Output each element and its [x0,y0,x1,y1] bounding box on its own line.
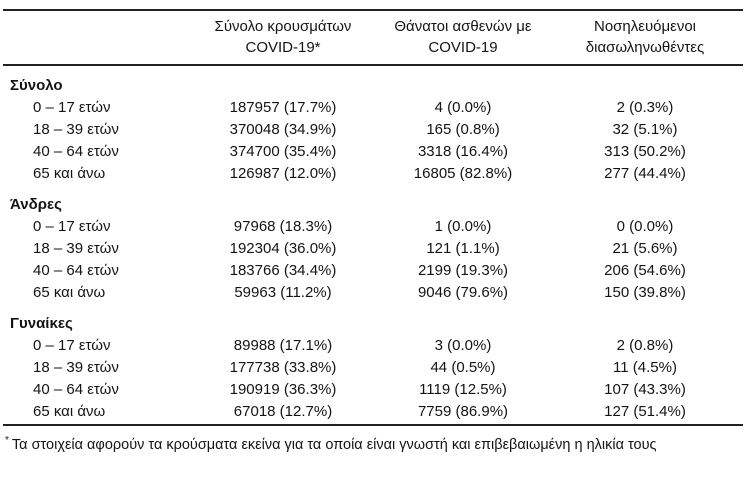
intubated-cell: 206 (54.6%) [604,262,686,279]
deaths-cell: 7759 (86.9%) [417,403,509,420]
age-label: 18 – 39 ετών [33,240,119,257]
table-row: 18 – 39 ετών 192304 (36.0%) 121 (1.1%) 2… [3,238,743,260]
col-header-cases: Σύνολο κρουσμάτων COVID-19* [187,10,379,66]
col-header-cases-line2: COVID-19* [245,39,321,56]
col-header-deaths: Θάνατοι ασθενών με COVID-19 [379,10,547,66]
cases-cell: 67018 (12.7%) [233,403,333,420]
group-label: Γυναίκες [10,315,73,332]
age-label: 0 – 17 ετών [33,218,111,235]
col-header-intubated-line2: διασωληνωθέντες [585,39,705,56]
table-row: 40 – 64 ετών 374700 (35.4%) 3318 (16.4%)… [3,141,743,163]
intubated-cell: 0 (0.0%) [616,218,674,235]
group-row-women: Γυναίκες [3,304,743,335]
table-row: 65 και άνω 67018 (12.7%) 7759 (86.9%) 12… [3,401,743,424]
cases-cell: 183766 (34.4%) [229,262,337,279]
age-label: 40 – 64 ετών [33,381,119,398]
intubated-cell: 313 (50.2%) [604,143,686,160]
deaths-cell: 165 (0.8%) [426,121,500,138]
cases-cell: 126987 (12.0%) [229,165,337,182]
col-header-intubated: Νοσηλευόμενοι διασωληνωθέντες [547,10,743,66]
deaths-cell: 44 (0.5%) [430,359,496,376]
group-row-men: Άνδρες [3,185,743,216]
deaths-cell: 4 (0.0%) [434,99,492,116]
age-label: 40 – 64 ετών [33,262,119,279]
empty-header-cell [3,10,187,66]
cases-cell: 192304 (36.0%) [229,240,337,257]
deaths-cell: 9046 (79.6%) [417,284,509,301]
group-label: Άνδρες [10,196,62,213]
deaths-cell: 3 (0.0%) [434,337,492,354]
age-label: 65 και άνω [33,403,106,420]
table-row: 65 και άνω 126987 (12.0%) 16805 (82.8%) … [3,163,743,185]
col-header-deaths-line1: Θάνατοι ασθενών με [394,18,532,35]
intubated-cell: 2 (0.8%) [616,337,674,354]
age-label: 18 – 39 ετών [33,121,119,138]
deaths-cell: 3318 (16.4%) [417,143,509,160]
table-header: Σύνολο κρουσμάτων COVID-19* Θάνατοι ασθε… [3,10,743,66]
table-row: 65 και άνω 59963 (11.2%) 9046 (79.6%) 15… [3,282,743,304]
table-bottom-rule [3,424,743,426]
intubated-cell: 2 (0.3%) [616,99,674,116]
deaths-cell: 1 (0.0%) [434,218,492,235]
table-row: 18 – 39 ετών 370048 (34.9%) 165 (0.8%) 3… [3,119,743,141]
footnote-asterisk: * [5,435,9,446]
intubated-cell: 127 (51.4%) [604,403,686,420]
table-footnote: * Τα στοιχεία αφορούν τα κρούσματα εκείνα… [5,431,743,455]
header-row: Σύνολο κρουσμάτων COVID-19* Θάνατοι ασθε… [3,10,743,66]
age-label: 65 και άνω [33,165,106,182]
cases-cell: 374700 (35.4%) [229,143,337,160]
deaths-cell: 1119 (12.5%) [419,381,507,398]
table-row: 0 – 17 ετών 97968 (18.3%) 1 (0.0%) 0 (0.… [3,216,743,238]
col-header-intubated-line1: Νοσηλευόμενοι [593,18,696,35]
table-row: 40 – 64 ετών 190919 (36.3%) 1119 (12.5%)… [3,379,743,401]
age-label: 18 – 39 ετών [33,359,119,376]
table-row: 18 – 39 ετών 177738 (33.8%) 44 (0.5%) 11… [3,357,743,379]
cases-cell: 370048 (34.9%) [229,121,337,138]
intubated-cell: 150 (39.8%) [604,284,686,301]
group-row-total: Σύνολο [3,65,743,97]
cases-cell: 97968 (18.3%) [233,218,333,235]
cases-cell: 177738 (33.8%) [229,359,337,376]
deaths-cell: 16805 (82.8%) [413,165,513,182]
col-header-deaths-line2: COVID-19 [428,39,498,56]
table-row: 0 – 17 ετών 89988 (17.1%) 3 (0.0%) 2 (0.… [3,335,743,357]
covid-age-distribution-table: Σύνολο κρουσμάτων COVID-19* Θάνατοι ασθε… [3,9,743,424]
group-label: Σύνολο [10,77,63,94]
intubated-cell: 11 (4.5%) [613,359,677,376]
age-label: 0 – 17 ετών [33,99,111,116]
intubated-cell: 21 (5.6%) [612,240,678,257]
footnote-text: Τα στοιχεία αφορούν τα κρούσματα εκείνα … [11,436,657,453]
age-label: 40 – 64 ετών [33,143,119,160]
table-row: 0 – 17 ετών 187957 (17.7%) 4 (0.0%) 2 (0… [3,97,743,119]
col-header-cases-line1: Σύνολο κρουσμάτων [214,18,352,35]
cases-cell: 187957 (17.7%) [229,99,337,116]
deaths-cell: 121 (1.1%) [426,240,500,257]
intubated-cell: 32 (5.1%) [612,121,678,138]
age-label: 65 και άνω [33,284,106,301]
cases-cell: 89988 (17.1%) [233,337,333,354]
intubated-cell: 107 (43.3%) [604,381,686,398]
age-label: 0 – 17 ετών [33,337,111,354]
cases-cell: 190919 (36.3%) [229,381,337,398]
intubated-cell: 277 (44.4%) [604,165,686,182]
table-row: 40 – 64 ετών 183766 (34.4%) 2199 (19.3%)… [3,260,743,282]
deaths-cell: 2199 (19.3%) [417,262,509,279]
table-body: Σύνολο 0 – 17 ετών 187957 (17.7%) 4 (0.0… [3,65,743,424]
cases-cell: 59963 (11.2%) [234,284,332,301]
